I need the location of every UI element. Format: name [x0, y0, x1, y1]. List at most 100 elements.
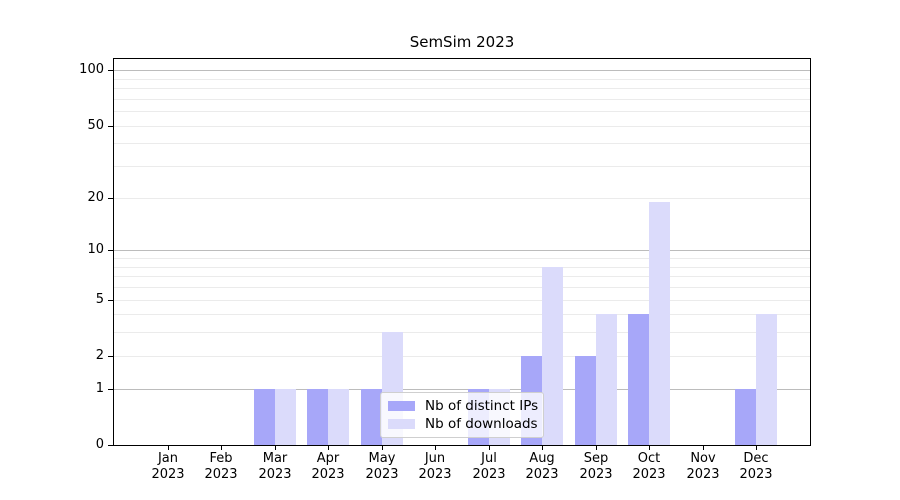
minor-gridline-40 [114, 143, 810, 144]
minor-gridline-6 [114, 287, 810, 288]
minor-gridline-70 [114, 99, 810, 100]
gridlines-layer [114, 59, 810, 445]
x-tick-label-jan: Jan 2023 [136, 451, 200, 483]
y-tick-mark-100 [108, 70, 114, 71]
minor-gridline-60 [114, 111, 810, 112]
minor-gridline-4 [114, 314, 810, 315]
x-tick-mark-dec [756, 445, 757, 450]
y-tick-label-100: 100 [79, 62, 104, 77]
x-tick-year: 2023 [525, 467, 559, 482]
minor-gridline-30 [114, 166, 810, 167]
x-tick-month: Apr [316, 451, 340, 466]
x-tick-year: 2023 [258, 467, 292, 482]
x-tick-label-sep: Sep 2023 [564, 451, 628, 483]
x-tick-mark-nov [703, 445, 704, 450]
x-tick-year: 2023 [365, 467, 399, 482]
y-tick-label-50: 50 [87, 118, 104, 133]
x-tick-label-apr: Apr 2023 [296, 451, 360, 483]
x-tick-year: 2023 [579, 467, 613, 482]
x-tick-label-jun: Jun 2023 [403, 451, 467, 483]
x-tick-label-nov: Nov 2023 [671, 451, 735, 483]
x-tick-mark-jan [168, 445, 169, 450]
minor-gridline-5 [114, 300, 810, 301]
bar-ips-mar [254, 389, 275, 445]
bar-ips-apr [307, 389, 328, 445]
bar-downloads-dec [756, 314, 777, 445]
y-tick-mark-50 [108, 126, 114, 127]
x-tick-mark-apr [328, 445, 329, 450]
x-tick-year: 2023 [632, 467, 666, 482]
bar-ips-may [361, 389, 382, 445]
x-tick-month: Nov [690, 451, 716, 466]
x-tick-year: 2023 [472, 467, 506, 482]
x-tick-month: Mar [262, 451, 288, 466]
y-tick-label-5: 5 [95, 292, 104, 307]
bar-ips-sep [575, 356, 596, 445]
bar-downloads-mar [275, 389, 296, 445]
bar-downloads-sep [596, 314, 617, 445]
y-tick-mark-10 [108, 250, 114, 251]
chart-title: SemSim 2023 [409, 33, 515, 51]
y-tick-label-20: 20 [87, 190, 104, 205]
y-tick-mark-2 [108, 356, 114, 357]
major-gridline-10 [114, 250, 810, 251]
y-tick-label-10: 10 [87, 242, 104, 257]
legend-label-ips: Nb of distinct IPs [425, 398, 539, 414]
x-tick-label-jul: Jul 2023 [457, 451, 521, 483]
x-tick-year: 2023 [311, 467, 345, 482]
x-tick-label-mar: Mar 2023 [243, 451, 307, 483]
y-tick-mark-20 [108, 198, 114, 199]
x-tick-month: Aug [529, 451, 555, 466]
x-tick-month: Dec [743, 451, 769, 466]
x-tick-mark-jun [435, 445, 436, 450]
bar-ips-dec [735, 389, 756, 445]
x-tick-mark-mar [275, 445, 276, 450]
minor-gridline-3 [114, 332, 810, 333]
x-tick-month: Oct [637, 451, 661, 466]
x-tick-month: May [368, 451, 396, 466]
x-tick-year: 2023 [418, 467, 452, 482]
bar-ips-oct [628, 314, 649, 445]
x-tick-mark-may [382, 445, 383, 450]
x-tick-year: 2023 [686, 467, 720, 482]
x-tick-month: Feb [209, 451, 233, 466]
x-tick-mark-jul [489, 445, 490, 450]
y-tick-label-2: 2 [95, 348, 104, 363]
minor-gridline-2 [114, 356, 810, 357]
legend-swatch-downloads [388, 419, 415, 429]
x-tick-label-feb: Feb 2023 [189, 451, 253, 483]
x-tick-year: 2023 [151, 467, 185, 482]
x-tick-mark-sep [596, 445, 597, 450]
minor-gridline-7 [114, 276, 810, 277]
x-tick-month: Sep [583, 451, 609, 466]
bar-downloads-oct [649, 202, 670, 445]
x-tick-label-aug: Aug 2023 [510, 451, 574, 483]
x-tick-label-dec: Dec 2023 [724, 451, 788, 483]
x-tick-mark-oct [649, 445, 650, 450]
bar-downloads-apr [328, 389, 349, 445]
minor-gridline-90 [114, 79, 810, 80]
bars-layer [114, 59, 810, 445]
x-tick-month: Jan [157, 451, 179, 466]
y-tick-mark-0 [108, 445, 114, 446]
bar-downloads-aug [542, 267, 563, 445]
x-tick-mark-feb [221, 445, 222, 450]
x-tick-year: 2023 [204, 467, 238, 482]
plot-area: Nb of distinct IPs Nb of downloads [113, 58, 811, 446]
x-tick-year: 2023 [739, 467, 773, 482]
minor-gridline-50 [114, 126, 810, 127]
major-gridline-100 [114, 70, 810, 71]
legend: Nb of distinct IPs Nb of downloads [380, 392, 544, 438]
legend-swatch-ips [388, 401, 415, 411]
y-tick-label-0: 0 [95, 437, 104, 452]
legend-label-downloads: Nb of downloads [425, 416, 538, 432]
legend-item-downloads: Nb of downloads [388, 417, 543, 431]
y-tick-label-1: 1 [95, 381, 104, 396]
legend-item-ips: Nb of distinct IPs [388, 399, 543, 413]
y-tick-mark-5 [108, 300, 114, 301]
x-tick-label-may: May 2023 [350, 451, 414, 483]
x-tick-month: Jul [481, 451, 497, 466]
major-gridline-1 [114, 389, 810, 390]
x-tick-mark-aug [542, 445, 543, 450]
